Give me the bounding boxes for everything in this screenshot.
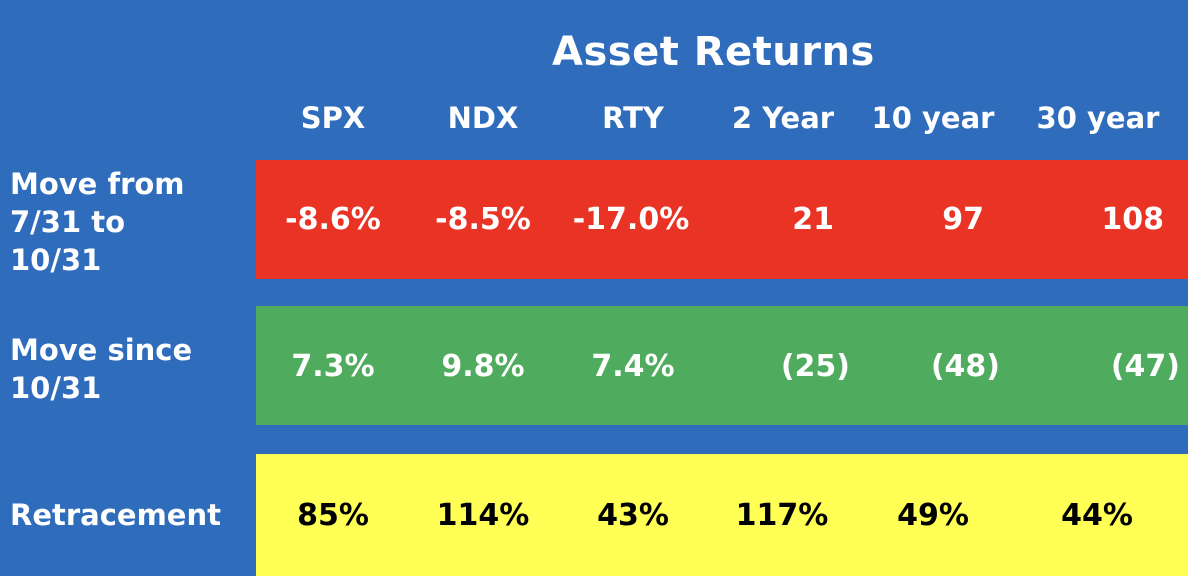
- cell-move-from-rty: -17.0%: [572, 202, 690, 237]
- column-header-spx: SPX: [300, 101, 366, 135]
- cell-retracement-30-year: 44%: [1061, 498, 1133, 533]
- cell-retracement-spx: 85%: [297, 498, 369, 533]
- column-header-2-year: 2 Year: [731, 101, 835, 135]
- row-band-retracement: [256, 454, 1188, 576]
- cell-retracement-ndx: 114%: [436, 498, 530, 533]
- cell-move-from-10-year: 97: [942, 202, 984, 237]
- cell-move-from-ndx: -8.5%: [435, 202, 531, 237]
- cell-move-since-spx: 7.3%: [291, 349, 375, 384]
- cell-retracement-2-year: 117%: [735, 498, 829, 533]
- column-header-10-year: 10 year: [871, 101, 995, 135]
- row-band-move-since: [256, 306, 1188, 425]
- cell-retracement-rty: 43%: [597, 498, 669, 533]
- cell-move-from-30-year: 108: [1101, 202, 1164, 237]
- cell-move-since-2-year: (25): [780, 349, 850, 384]
- cell-move-from-2-year: 21: [792, 202, 834, 237]
- cell-move-since-rty: 7.4%: [591, 349, 675, 384]
- row-band-move-from: [256, 160, 1188, 279]
- row-label-retracement: Retracement: [10, 498, 221, 532]
- column-header-rty: RTY: [602, 101, 664, 135]
- table-title: Asset Returns: [552, 29, 875, 75]
- cell-move-since-10-year: (48): [930, 349, 1000, 384]
- cell-move-since-30-year: (47): [1110, 349, 1180, 384]
- column-header-ndx: NDX: [447, 101, 519, 135]
- row-label-move-from: Move from 7/31 to 10/31: [10, 167, 185, 277]
- column-header-30-year: 30 year: [1036, 101, 1160, 135]
- row-label-move-since: Move since 10/31: [10, 333, 193, 405]
- cell-move-since-ndx: 9.8%: [441, 349, 525, 384]
- cell-retracement-10-year: 49%: [897, 498, 969, 533]
- cell-move-from-spx: -8.6%: [285, 202, 381, 237]
